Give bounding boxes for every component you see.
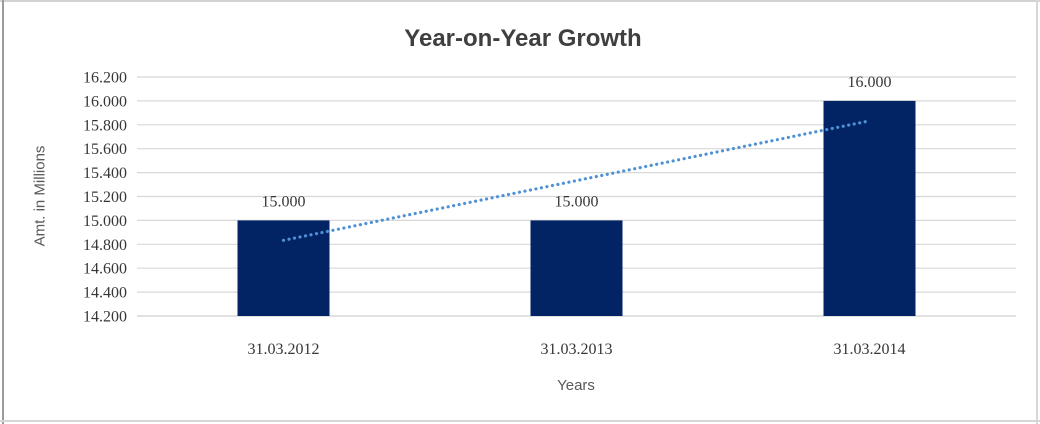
y-tick-label: 16.000 bbox=[83, 93, 127, 110]
border-left bbox=[2, 0, 4, 424]
border-bottom bbox=[0, 420, 1040, 422]
bar-31.03.2014[interactable] bbox=[823, 100, 916, 317]
y-tick-label: 14.800 bbox=[83, 237, 127, 254]
y-tick-label: 15.400 bbox=[83, 165, 127, 182]
y-tick-label: 15.200 bbox=[83, 189, 127, 206]
x-tick-label: 31.03.2013 bbox=[541, 341, 613, 358]
bar-value-label: 15.000 bbox=[555, 193, 599, 210]
bar-31.03.2013[interactable] bbox=[530, 220, 623, 316]
trendline[interactable] bbox=[281, 119, 872, 242]
y-tick-label: 15.600 bbox=[83, 141, 127, 158]
y-tick-label: 15.800 bbox=[83, 117, 127, 134]
y-axis-title: Amt. in Millions bbox=[31, 145, 49, 247]
y-tick-label: 16.200 bbox=[83, 70, 127, 87]
y-tick-label: 14.200 bbox=[83, 309, 127, 326]
y-tick-label: 14.600 bbox=[83, 261, 127, 278]
x-tick-label: 31.03.2012 bbox=[248, 341, 320, 358]
bar-value-label: 15.000 bbox=[262, 193, 306, 210]
x-axis-title: Years bbox=[557, 377, 595, 394]
x-tick-label: 31.03.2014 bbox=[834, 341, 906, 358]
y-tick-label: 15.000 bbox=[83, 213, 127, 230]
bar-value-label: 16.000 bbox=[848, 74, 892, 91]
bar-31.03.2012[interactable] bbox=[237, 220, 330, 316]
border-top bbox=[0, 0, 1040, 2]
border-right bbox=[1036, 0, 1038, 424]
chart-title: Year-on-Year Growth bbox=[404, 25, 642, 52]
y-tick-label: 14.400 bbox=[83, 285, 127, 302]
